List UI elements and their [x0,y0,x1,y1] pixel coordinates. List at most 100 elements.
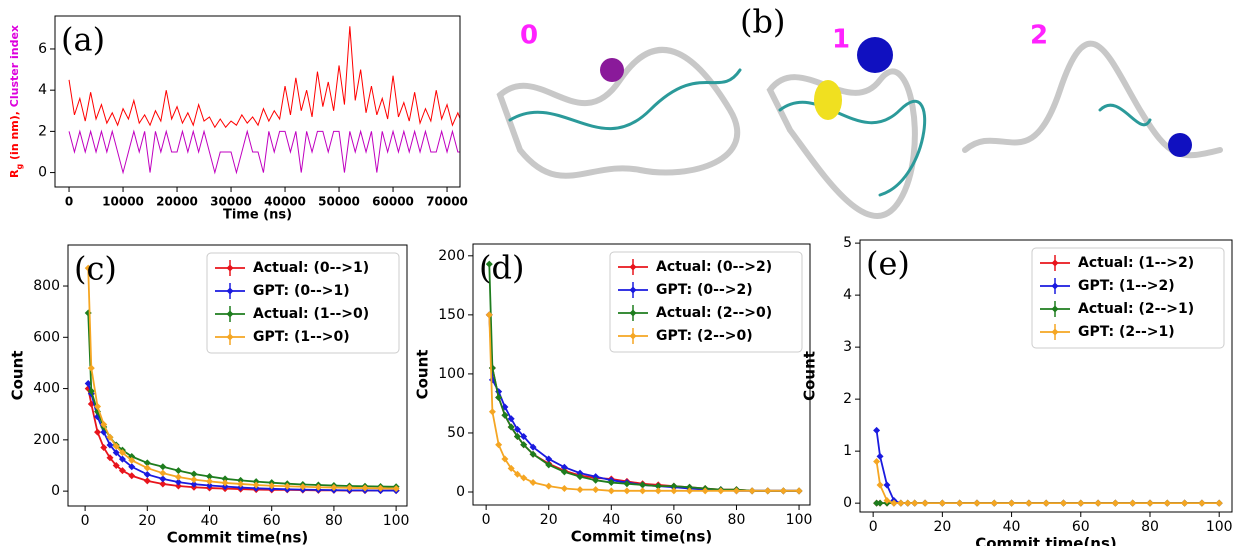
marker [221,475,229,483]
marker [94,428,102,436]
legend-marker [226,264,234,272]
marker [904,499,912,507]
marker [686,487,694,495]
x-tick-label: 40 [602,512,620,528]
marker [159,480,167,488]
marker [956,499,964,507]
legend-box [1031,247,1225,349]
marker [592,486,600,494]
series-line [87,383,397,492]
legend-label: GPT: (0-->2) [656,282,753,298]
marker [1129,499,1137,507]
marker [507,423,515,431]
marker [237,476,245,484]
marker [206,473,214,481]
y-axis-label-part: (in nm), [8,107,21,164]
x-tick-label: 80 [325,513,343,529]
marker [159,463,167,471]
marker [654,487,662,495]
marker [1111,499,1119,507]
marker [717,487,725,495]
marker [314,483,322,491]
marker [883,497,891,505]
y-tick-label: 200 [33,432,60,448]
y-tick-label: 600 [33,329,60,345]
y-axis-label: Rg (in nm), Cluster index [8,25,24,178]
x-tick-label: 40000 [264,195,306,209]
y-axis-label-part: Cluster index [8,25,21,107]
marker [732,487,740,495]
cluster-label: 2 [1030,21,1048,51]
marker [513,470,521,478]
x-tick-label: 20000 [156,195,198,209]
marker [488,364,496,372]
structure [1168,133,1192,157]
marker [283,482,291,490]
x-tick-label: 0 [81,513,90,529]
x-tick-label: 100 [786,512,813,528]
legend-label: GPT: (1-->2) [1078,278,1175,294]
marker [576,486,584,494]
marker [576,473,584,481]
marker [560,468,568,476]
marker [883,481,891,489]
y-tick-label: 3 [843,339,852,355]
marker [174,473,182,481]
marker [330,484,338,492]
marker [1146,499,1154,507]
marker [174,478,182,486]
marker [670,487,678,495]
marker [118,467,126,475]
marker [84,309,92,317]
x-tick-label: 40 [201,513,219,529]
marker [560,463,568,471]
panel-label: (b) [740,3,785,41]
marker [545,482,553,490]
marker [560,484,568,492]
x-tick-label: 0 [65,195,73,209]
x-tick-label: 20 [138,513,156,529]
y-tick-label: 100 [438,366,465,382]
panel-label: (c) [74,250,117,288]
marker [513,433,521,441]
y-tick-label: 400 [33,381,60,397]
marker [623,487,631,495]
y-tick-label: 4 [843,287,852,303]
marker [795,487,803,495]
marker [495,394,503,402]
marker [112,442,120,450]
marker [592,473,600,481]
marker [87,364,95,372]
x-tick-label: 60 [665,512,683,528]
y-tick-label: 4 [38,82,47,98]
marker [1042,499,1050,507]
marker [87,387,95,395]
plot-frame [472,243,811,506]
x-tick-label: 20 [540,512,558,528]
marker [701,487,709,495]
y-tick-label: 2 [38,123,47,139]
marker [520,441,528,449]
y-axis-label-part: R [8,169,21,178]
legend-label: Actual: (2-->1) [1078,301,1194,317]
marker [873,426,881,434]
marker [159,475,167,483]
marker [654,482,662,490]
marker [299,483,307,491]
marker [84,379,92,387]
y-tick-label: 50 [447,425,465,441]
marker [1077,499,1085,507]
marker [592,476,600,484]
marker [94,403,102,411]
x-axis-label: Commit time(ns) [975,535,1117,546]
series-line [875,430,1220,505]
y-tick-label: 200 [438,248,465,264]
legend-marker [1051,259,1059,267]
y-tick-label: 1 [843,443,852,459]
x-tick-label: 50000 [318,195,360,209]
legend-box [609,251,803,353]
marker [529,479,537,487]
marker [221,479,229,487]
marker [897,499,905,507]
